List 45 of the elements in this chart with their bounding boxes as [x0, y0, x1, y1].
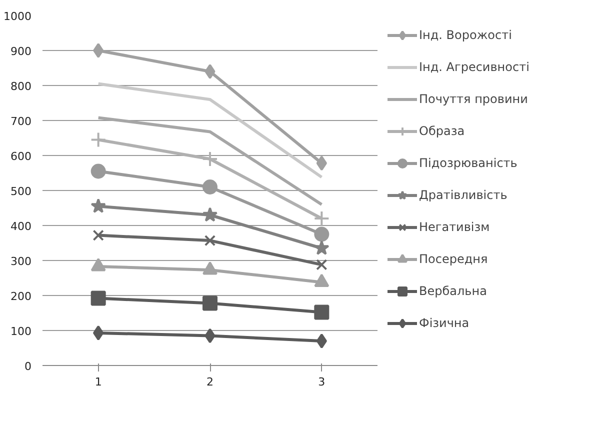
legend-label: Підозрюваність [419, 156, 518, 170]
y-tick-label: 600 [10, 150, 32, 163]
y-tick-label: 400 [10, 220, 32, 233]
y-tick-label: 200 [10, 290, 32, 303]
y-tick-label: 0 [24, 360, 32, 373]
legend-label: Посередня [419, 252, 488, 266]
legend-label: Почуття провини [419, 92, 528, 106]
point [316, 334, 327, 348]
point [204, 64, 216, 79]
point [316, 156, 327, 171]
point [90, 164, 106, 179]
legend-label: Дратівливість [419, 188, 508, 202]
point [92, 230, 104, 241]
y-tick-label: 900 [10, 45, 32, 58]
point [202, 151, 218, 167]
point [202, 180, 218, 194]
legend-label: Інд. Агресивності [419, 60, 530, 74]
point [316, 259, 328, 270]
point [204, 234, 216, 246]
point [93, 43, 104, 58]
point [90, 198, 106, 213]
legend-label: Фізична [419, 316, 470, 330]
y-tick-label: 700 [10, 115, 32, 128]
point [202, 207, 218, 222]
point [204, 328, 216, 344]
y-tick-label: 800 [10, 80, 32, 93]
point [314, 226, 330, 242]
point [314, 210, 330, 226]
legend-label: Інд. Ворожості [419, 28, 512, 42]
point [314, 240, 330, 255]
point [90, 290, 106, 306]
x-tick-label: 1 [94, 376, 102, 388]
y-tick-label: 500 [10, 185, 32, 198]
point [90, 132, 106, 148]
x-tick-label: 3 [318, 376, 326, 388]
point [93, 325, 104, 340]
y-tick-label: 100 [10, 325, 32, 338]
point [202, 296, 218, 311]
legend-label: Негативізм [419, 220, 490, 234]
point [314, 304, 330, 320]
y-tick-label: 300 [10, 255, 32, 268]
legend-label: Вербальна [419, 284, 487, 298]
y-tick-label: 1000 [4, 10, 32, 23]
legend-label: Образа [419, 124, 465, 138]
x-tick-label: 2 [206, 376, 214, 388]
